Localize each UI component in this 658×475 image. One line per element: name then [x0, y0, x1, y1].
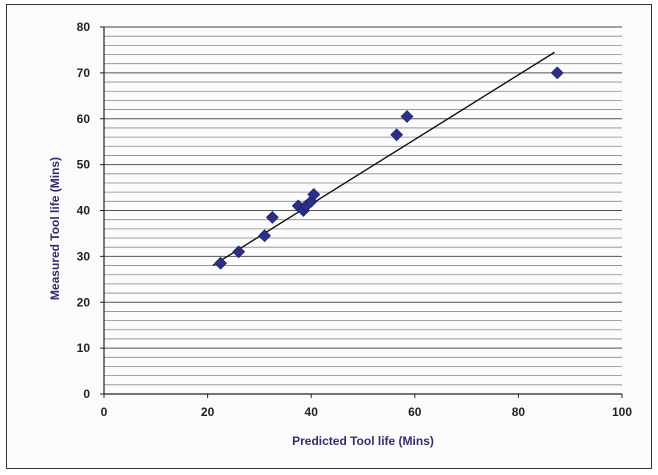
x-tick-label: 80: [512, 405, 526, 419]
x-tick-label: 40: [305, 405, 319, 419]
data-point: [400, 110, 414, 123]
y-tick-label: 0: [83, 387, 90, 401]
data-points: [214, 66, 564, 270]
x-tick-label: 100: [612, 405, 632, 419]
y-tick-label: 20: [77, 295, 91, 309]
axes: [100, 26, 623, 398]
x-tick-label: 0: [101, 405, 108, 419]
x-axis-title: Predicted Tool life (Mins): [292, 434, 434, 448]
data-point: [258, 229, 272, 243]
data-point: [307, 188, 321, 201]
tick-labels: 0 20 40 60 80 100 0 10 20 30 40 50 60 70 80: [77, 20, 633, 419]
trendline: [212, 51, 556, 267]
y-tick-label: 10: [77, 341, 91, 355]
data-point: [550, 66, 564, 80]
data-point: [214, 256, 227, 270]
trendline-group: [212, 51, 556, 267]
data-point: [265, 210, 279, 224]
x-tick-label: 20: [201, 405, 215, 419]
data-point: [232, 245, 246, 259]
y-axis-title: Measured Tool life (Mins): [48, 157, 62, 300]
data-point: [390, 128, 404, 142]
x-tick-label: 60: [408, 405, 422, 419]
chart-frame: 0 20 40 60 80 100 0 10 20 30 40 50 60 70 80 Predicted …: [6, 4, 652, 469]
y-tick-label: 30: [77, 249, 91, 263]
y-tick-label: 80: [77, 20, 91, 34]
scatter-chart: 0 20 40 60 80 100 0 10 20 30 40 50 60 70 80 Predicted …: [48, 20, 633, 448]
y-tick-label: 70: [77, 66, 91, 80]
y-tick-label: 40: [77, 204, 91, 218]
grid-lines: [104, 35, 622, 386]
y-tick-label: 60: [77, 112, 91, 126]
y-tick-label: 50: [77, 158, 91, 172]
